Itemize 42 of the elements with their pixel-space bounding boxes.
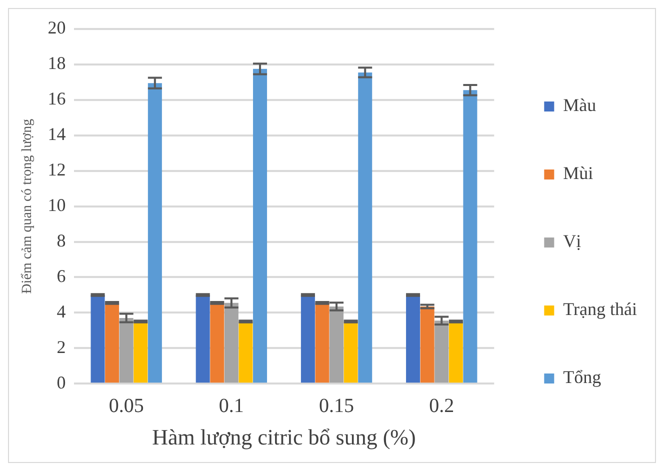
- bar: [238, 322, 253, 383]
- y-tick-label: 20: [48, 18, 66, 38]
- bar: [196, 294, 210, 383]
- legend-label: Trạng thái: [563, 299, 638, 320]
- bar: [105, 302, 120, 383]
- y-tick-label: 2: [56, 336, 66, 357]
- bar: [406, 294, 420, 383]
- x-tick-label: 0.2: [429, 394, 454, 417]
- bar: [448, 322, 463, 383]
- bar: [134, 322, 148, 383]
- y-tick-label: 10: [48, 195, 66, 216]
- bar: [148, 83, 162, 383]
- bar: [434, 320, 449, 383]
- bar: [315, 302, 330, 383]
- bar: [330, 306, 344, 383]
- x-tick-label: 0.15: [319, 394, 354, 417]
- legend-label: Màu: [563, 95, 596, 116]
- y-tick-label: 4: [56, 301, 66, 322]
- y-tick-label: 6: [56, 266, 66, 286]
- y-tick-label: 14: [48, 124, 66, 144]
- bar: [210, 302, 224, 383]
- y-tick-label: 18: [48, 53, 66, 74]
- bar: [90, 294, 105, 383]
- y-axis-title: Điểm cảm quan có trọng lượng: [20, 118, 36, 294]
- x-tick-label: 0.1: [218, 394, 244, 417]
- legend-label: Mùi: [563, 163, 594, 184]
- y-tick-label: 0: [56, 372, 66, 392]
- x-tick-label: 0.05: [108, 394, 144, 417]
- y-tick-label: 12: [48, 160, 66, 180]
- legend-label: Tổng: [563, 367, 602, 388]
- y-tick-label: 16: [48, 88, 66, 109]
- bar: [420, 306, 434, 383]
- bar: [119, 318, 134, 383]
- bar: [224, 302, 238, 383]
- bar: [358, 72, 372, 383]
- bar: [463, 90, 478, 383]
- legend-label: Vị: [563, 231, 582, 252]
- bar: [344, 322, 358, 383]
- bar: [253, 68, 268, 383]
- x-axis-title: Hàm lượng citric bổ sung (%): [152, 424, 416, 450]
- y-tick-label: 8: [56, 230, 66, 250]
- bar: [300, 294, 315, 383]
